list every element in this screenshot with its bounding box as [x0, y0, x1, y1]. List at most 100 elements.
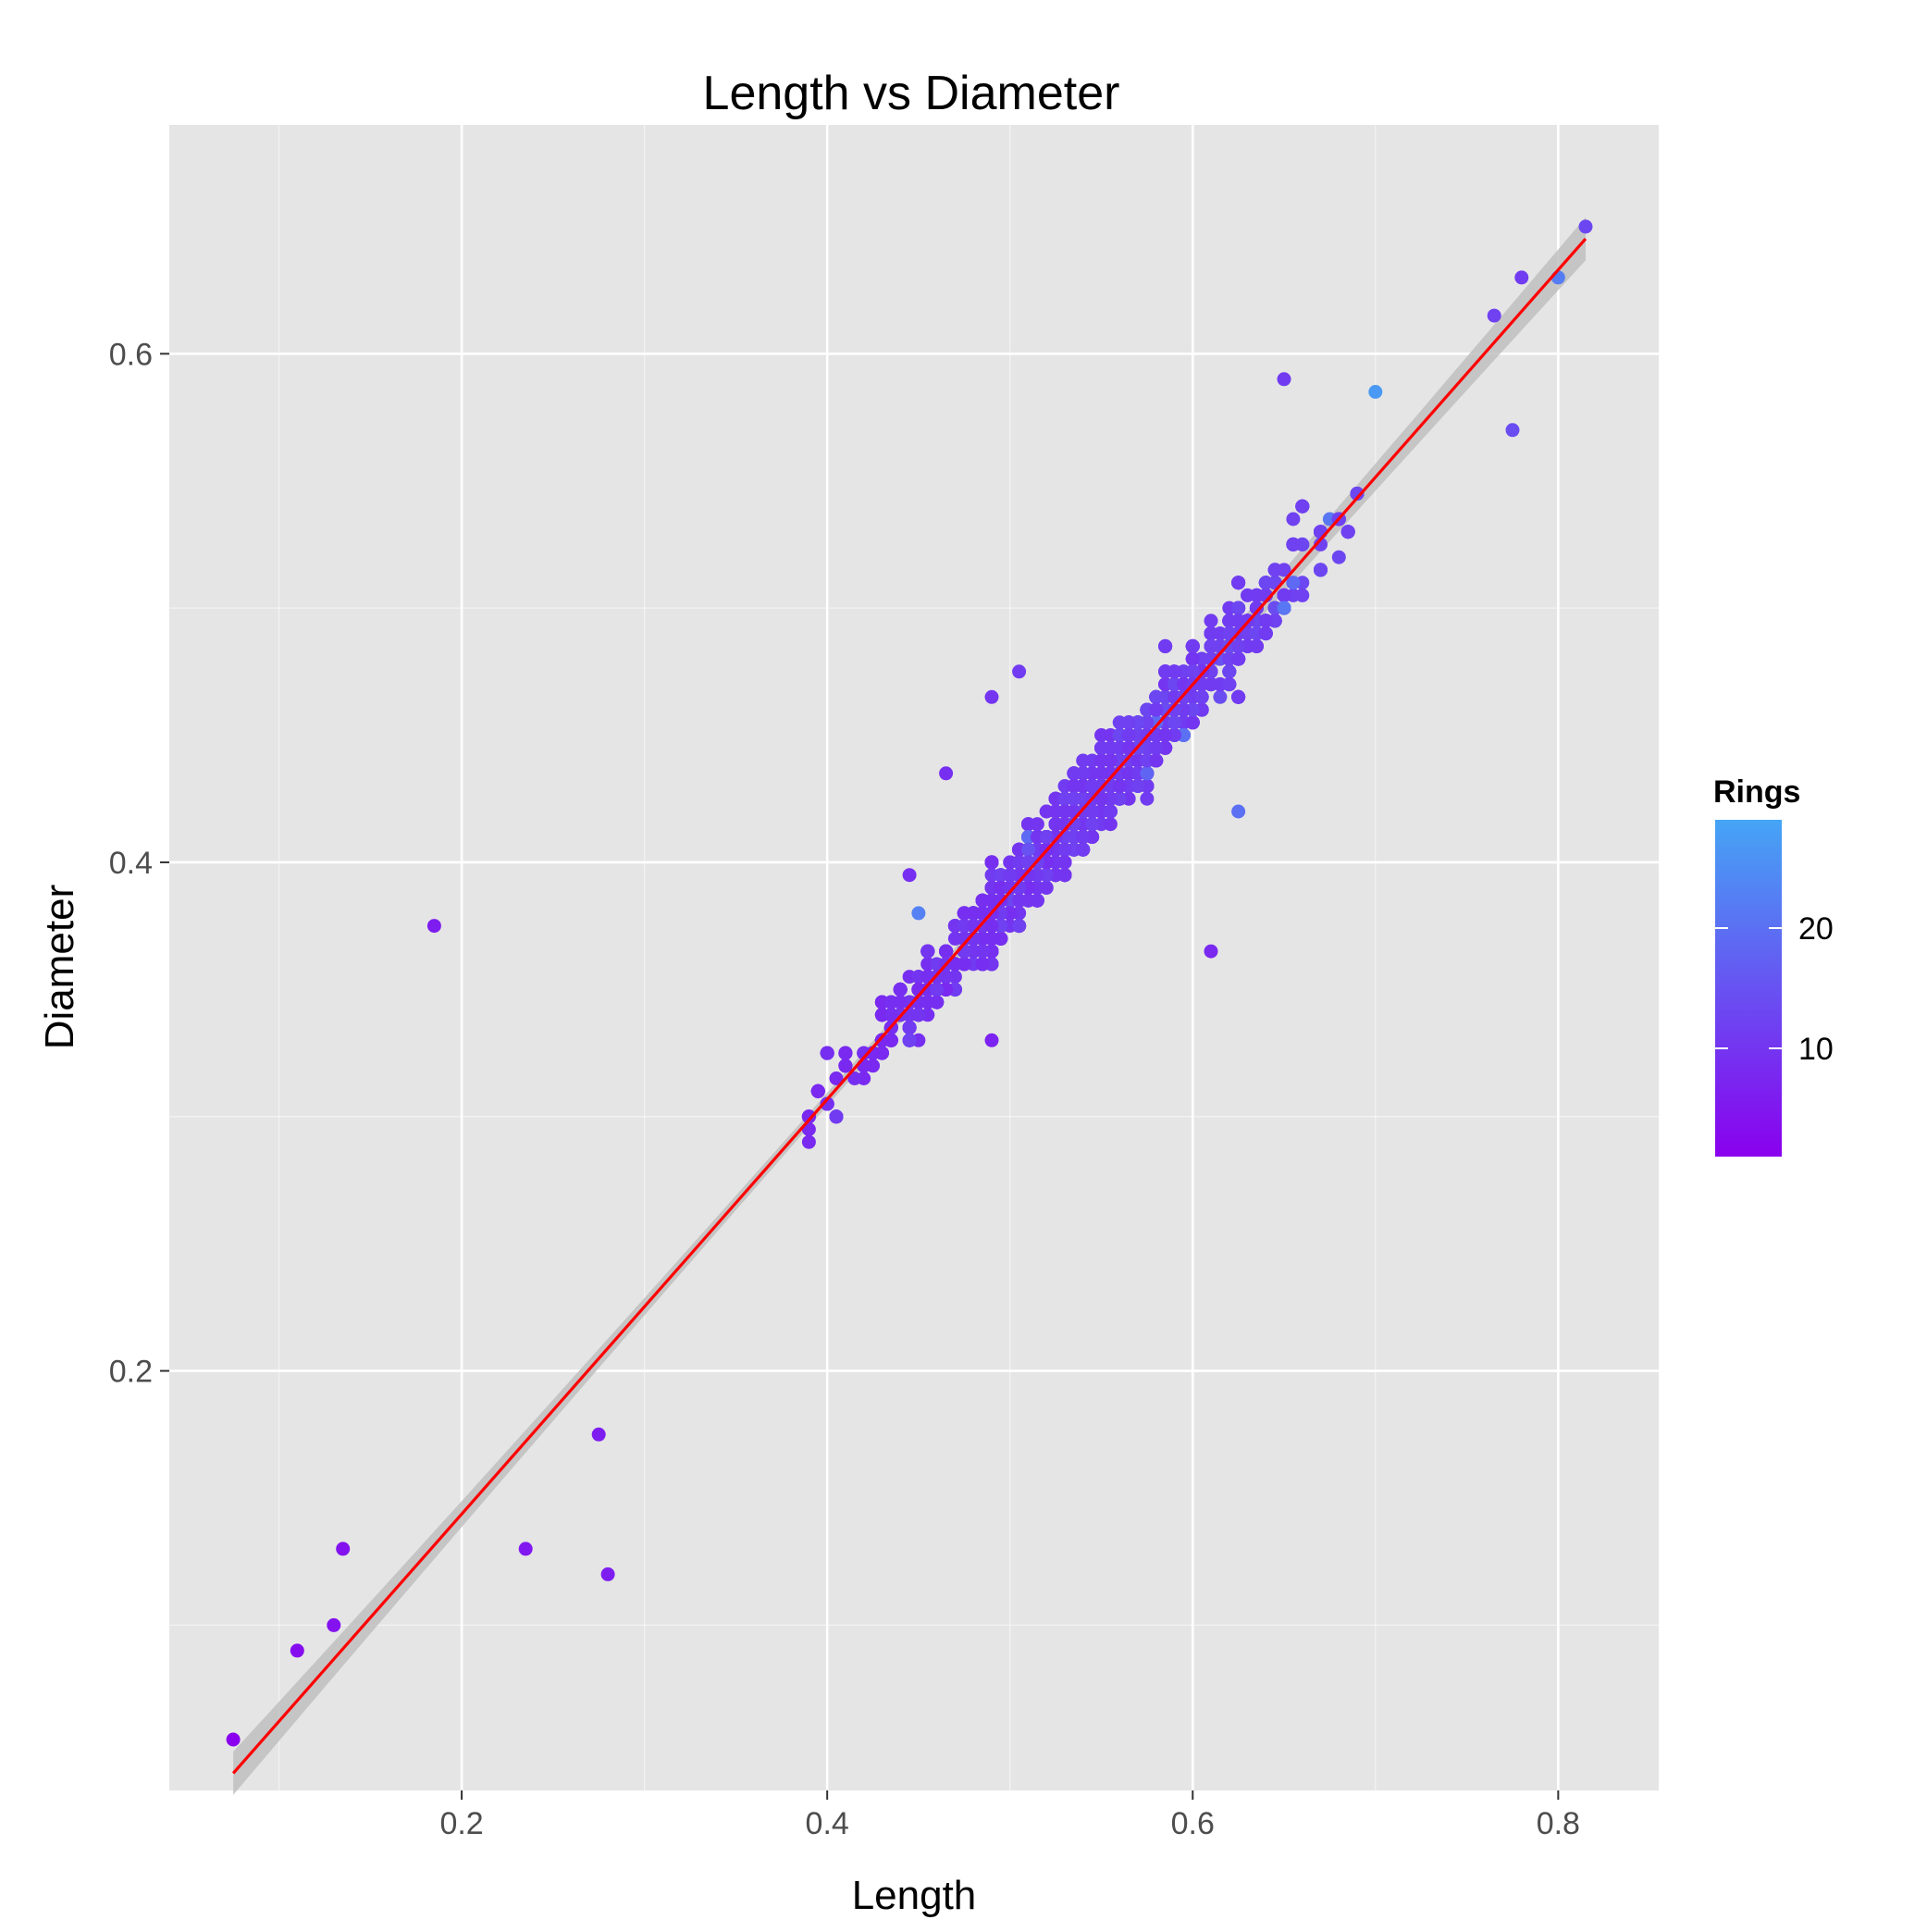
- legend-title: Rings: [1713, 774, 1800, 810]
- data-point: [600, 1567, 615, 1581]
- data-point: [1578, 219, 1593, 234]
- chart-title: Length vs Diameter: [703, 67, 1120, 120]
- data-point: [975, 957, 990, 972]
- data-point: [1085, 804, 1100, 819]
- data-point: [1167, 702, 1181, 717]
- data-point: [1505, 423, 1520, 438]
- data-point: [902, 1033, 917, 1047]
- data-point: [1130, 779, 1145, 793]
- data-point: [893, 982, 908, 997]
- data-point: [902, 868, 917, 883]
- data-point: [847, 1071, 862, 1085]
- plot-panel: [169, 125, 1659, 1790]
- data-point: [1286, 576, 1301, 590]
- data-point: [336, 1542, 351, 1556]
- data-point: [801, 1134, 816, 1149]
- data-point: [930, 982, 945, 997]
- data-point: [1094, 791, 1108, 806]
- y-tick-label: 0.2: [109, 1355, 153, 1390]
- data-point: [947, 957, 962, 972]
- data-point: [1057, 868, 1072, 883]
- data-point: [1204, 638, 1218, 653]
- data-point: [957, 906, 971, 921]
- data-point: [1103, 740, 1118, 755]
- data-point: [1140, 766, 1155, 781]
- data-point: [1030, 893, 1044, 908]
- data-point: [290, 1643, 304, 1658]
- data-point: [1149, 740, 1164, 755]
- data-point: [1021, 817, 1035, 832]
- data-point: [1057, 855, 1072, 870]
- data-point: [1204, 626, 1218, 641]
- data-point: [1158, 664, 1173, 679]
- data-point: [1067, 817, 1081, 832]
- data-point: [1003, 868, 1018, 883]
- data-point: [1121, 715, 1136, 730]
- data-point: [975, 893, 990, 908]
- data-point: [838, 1059, 853, 1073]
- data-point: [820, 1096, 834, 1111]
- legend-ticks: 10 20: [1715, 911, 1834, 1067]
- y-axis-title: Diameter: [37, 885, 82, 1050]
- legend-tick-label: 20: [1798, 911, 1834, 947]
- data-point: [1149, 702, 1164, 717]
- data-point: [874, 1033, 889, 1047]
- data-point: [1039, 830, 1054, 844]
- data-point: [1286, 537, 1301, 551]
- data-point: [1112, 779, 1127, 793]
- data-point: [902, 1021, 917, 1035]
- data-point: [1103, 753, 1118, 768]
- data-point: [1158, 638, 1173, 653]
- data-point: [1350, 487, 1365, 501]
- data-point: [975, 944, 990, 959]
- data-point: [1149, 753, 1164, 768]
- data-point: [911, 1008, 926, 1022]
- data-point: [1231, 576, 1246, 590]
- data-point: [1231, 651, 1246, 666]
- data-point: [1204, 651, 1218, 666]
- data-point: [1185, 715, 1200, 730]
- data-point: [1277, 601, 1291, 615]
- legend-color-bar: [1715, 820, 1782, 1157]
- data-point: [1487, 308, 1501, 323]
- data-point: [1222, 664, 1237, 679]
- data-point: [1149, 689, 1164, 704]
- data-point: [984, 919, 999, 934]
- legend-tick-label: 10: [1798, 1032, 1834, 1067]
- data-point: [1514, 270, 1529, 285]
- data-point: [1121, 728, 1136, 742]
- data-point: [1368, 385, 1383, 399]
- data-point: [1249, 638, 1264, 653]
- data-point: [1012, 919, 1027, 934]
- data-point: [1331, 550, 1346, 564]
- data-point: [984, 1033, 999, 1047]
- data-point: [1277, 372, 1291, 387]
- x-tick-label: 0.6: [1171, 1806, 1215, 1841]
- fit-line: [231, 237, 1587, 1775]
- data-point: [810, 1084, 825, 1098]
- data-point: [857, 1059, 871, 1073]
- data-point: [1012, 664, 1027, 679]
- data-point: [1185, 664, 1200, 679]
- data-point: [984, 931, 999, 946]
- data-point: [1048, 817, 1063, 832]
- data-point: [1057, 842, 1072, 857]
- data-point: [984, 689, 999, 704]
- data-point: [1314, 563, 1328, 577]
- data-point: [591, 1427, 606, 1442]
- data-point: [1267, 563, 1282, 577]
- data-point: [1076, 753, 1091, 768]
- data-point: [1076, 830, 1091, 844]
- data-point: [1194, 689, 1209, 704]
- data-point: [1231, 689, 1246, 704]
- data-point: [838, 1046, 853, 1060]
- data-point: [1067, 766, 1081, 781]
- x-tick-label: 0.4: [806, 1806, 849, 1841]
- data-point: [1140, 791, 1155, 806]
- data-point: [1295, 499, 1310, 514]
- data-point: [1258, 626, 1273, 641]
- data-point: [1167, 715, 1181, 730]
- data-point: [1277, 588, 1291, 602]
- x-tick-label: 0.8: [1537, 1806, 1580, 1841]
- data-point: [1067, 791, 1081, 806]
